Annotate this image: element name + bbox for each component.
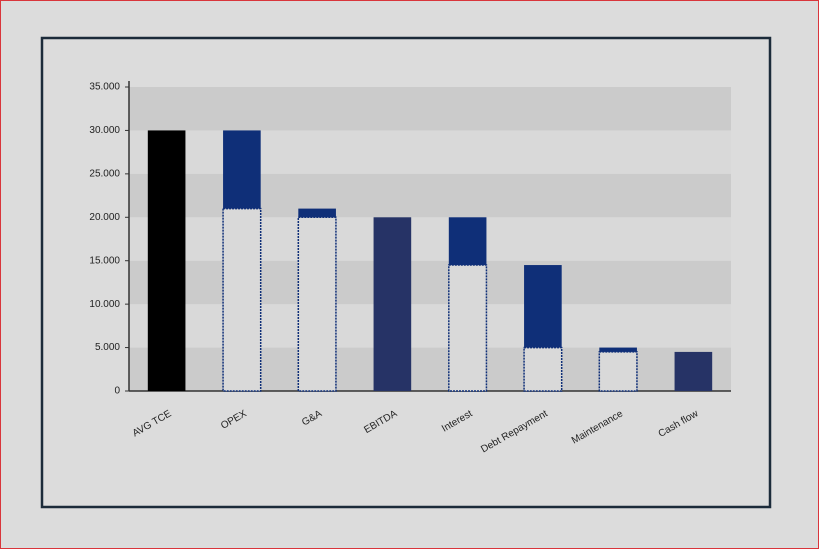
y-tick-label: 5.000 bbox=[95, 342, 120, 353]
y-tick-label: 0 bbox=[114, 386, 120, 397]
grid-band bbox=[129, 130, 731, 174]
y-tick-label: 30.000 bbox=[89, 125, 120, 136]
grid-band bbox=[129, 260, 731, 305]
bar bbox=[448, 217, 487, 266]
remaining-outline bbox=[448, 264, 488, 392]
x-tick-label: Cash flow bbox=[657, 408, 701, 440]
x-tick-label: OPEX bbox=[219, 408, 249, 432]
bar bbox=[524, 265, 562, 348]
x-tick-label: Interest bbox=[440, 408, 475, 434]
bar bbox=[147, 130, 186, 391]
x-tick-label: EBITDA bbox=[362, 408, 399, 436]
x-tick-label: G&A bbox=[300, 408, 324, 428]
remaining-outline bbox=[598, 351, 638, 392]
y-tick-label: 15.000 bbox=[89, 255, 120, 266]
bar bbox=[223, 130, 261, 209]
remaining-outline bbox=[222, 207, 262, 392]
x-tick-label: Debt Repayment bbox=[479, 408, 550, 455]
y-tick-label: 35.000 bbox=[89, 82, 120, 93]
bar bbox=[599, 347, 637, 352]
grid-band bbox=[129, 217, 731, 261]
y-tick-label: 25.000 bbox=[89, 168, 120, 179]
grid-band bbox=[129, 173, 731, 218]
bar bbox=[674, 351, 713, 391]
chart-panel bbox=[40, 36, 772, 509]
x-tick-label: AVG TCE bbox=[131, 408, 174, 439]
bar bbox=[298, 208, 336, 218]
x-tick-label: Maintenance bbox=[570, 408, 625, 446]
y-tick-label: 20.000 bbox=[89, 212, 120, 223]
grid-band bbox=[129, 304, 731, 348]
remaining-outline bbox=[523, 346, 563, 392]
remaining-outline bbox=[297, 216, 337, 392]
grid-band bbox=[129, 347, 731, 391]
bar bbox=[373, 217, 412, 391]
y-tick-label: 10.000 bbox=[89, 299, 120, 310]
grid-band bbox=[129, 87, 731, 131]
